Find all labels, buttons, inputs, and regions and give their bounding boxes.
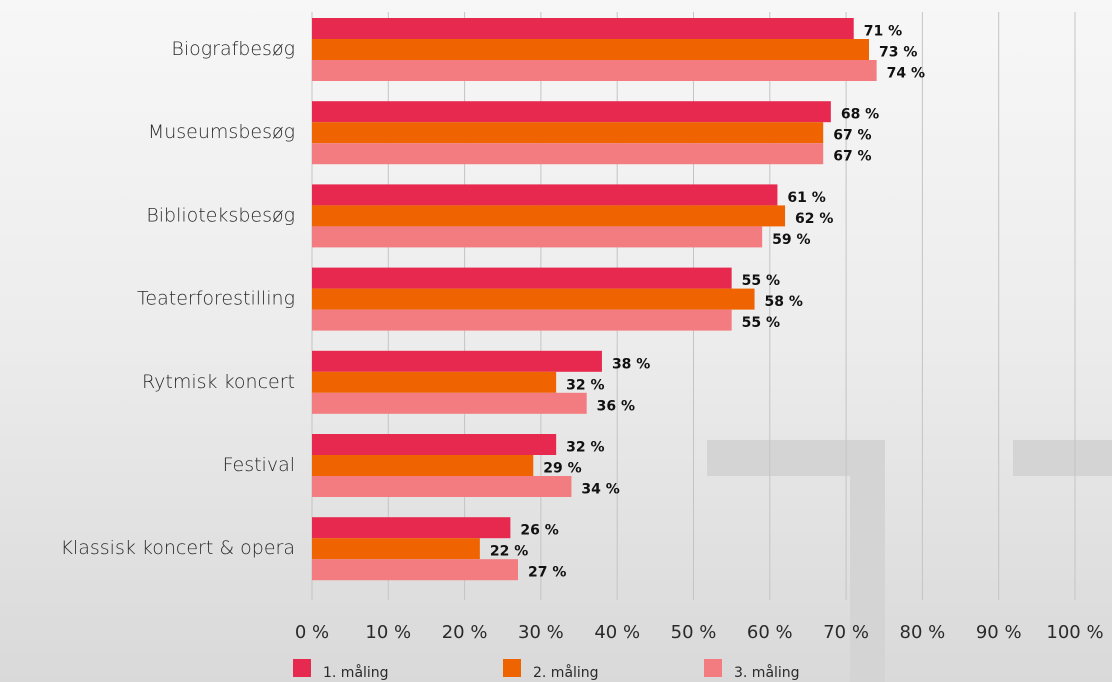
chart: 0 % 10 % 20 % 30 % 40 % 50 % 60 % 70 % 80 % 90 % 1… [0, 0, 1112, 682]
value-label: 59 % [772, 232, 810, 248]
bar [312, 226, 762, 247]
background-shape [850, 440, 885, 682]
x-tick-label: 40 % [594, 622, 640, 643]
bar [312, 434, 556, 455]
value-label: 32 % [566, 377, 604, 393]
legend-label: 3. måling [734, 664, 800, 681]
value-label: 55 % [742, 315, 780, 331]
legend-label: 1. måling [323, 664, 389, 681]
legend-swatch [293, 659, 311, 677]
category-label: Biografbesøg [171, 38, 295, 60]
bar [312, 476, 571, 497]
x-tick-label: 70 % [823, 622, 869, 643]
value-label: 73 % [879, 45, 917, 61]
x-tick-label: 90 % [976, 622, 1022, 643]
category-label: Biblioteksbesøg [146, 204, 295, 226]
category-label: Klassisk koncert & opera [60, 537, 295, 559]
x-tick-label: 50 % [671, 622, 717, 643]
value-label: 27 % [528, 565, 566, 581]
category-label: Festival [223, 454, 295, 476]
value-label: 36 % [597, 398, 635, 414]
bar [312, 60, 877, 81]
value-label: 26 % [520, 523, 558, 539]
bar [312, 184, 777, 205]
category-label: Teaterforestilling [137, 288, 295, 310]
x-tick-label: 20 % [442, 622, 488, 643]
x-tick-label: 10 % [365, 622, 411, 643]
bar [312, 143, 823, 164]
value-label: 74 % [887, 66, 925, 82]
value-label: 34 % [581, 482, 619, 498]
bar [312, 205, 785, 226]
value-label: 32 % [566, 440, 604, 456]
bar [312, 559, 518, 580]
x-tick-label: 100 % [1046, 622, 1103, 643]
bar [312, 18, 854, 39]
bar [312, 101, 831, 122]
bar [312, 39, 869, 60]
x-tick-label: 60 % [747, 622, 793, 643]
value-label: 67 % [833, 128, 871, 144]
x-tick-label: 80 % [900, 622, 946, 643]
background-shape [1013, 440, 1112, 476]
value-label: 71 % [864, 24, 902, 40]
bar [312, 538, 480, 559]
value-label: 58 % [765, 294, 803, 310]
x-tick-label: 0 % [295, 622, 329, 643]
legend-swatch [503, 659, 521, 677]
value-label: 68 % [841, 107, 879, 123]
value-label: 62 % [795, 211, 833, 227]
category-label: Rytmisk koncert [142, 371, 295, 393]
category-label: Museumsbesøg [148, 121, 295, 143]
bar [312, 372, 556, 393]
value-label: 61 % [787, 190, 825, 206]
bar [312, 351, 602, 372]
x-tick-label: 30 % [518, 622, 564, 643]
value-label: 22 % [490, 544, 528, 560]
bar [312, 289, 755, 310]
value-label: 29 % [543, 461, 581, 477]
value-label: 38 % [612, 356, 650, 372]
bar [312, 455, 533, 476]
legend-label: 2. måling [533, 664, 599, 681]
bar [312, 393, 587, 414]
bar [312, 517, 510, 538]
value-label: 55 % [742, 273, 780, 289]
bar [312, 310, 732, 331]
bar [312, 268, 732, 289]
bar [312, 122, 823, 143]
value-label: 67 % [833, 149, 871, 165]
legend-swatch [704, 659, 722, 677]
